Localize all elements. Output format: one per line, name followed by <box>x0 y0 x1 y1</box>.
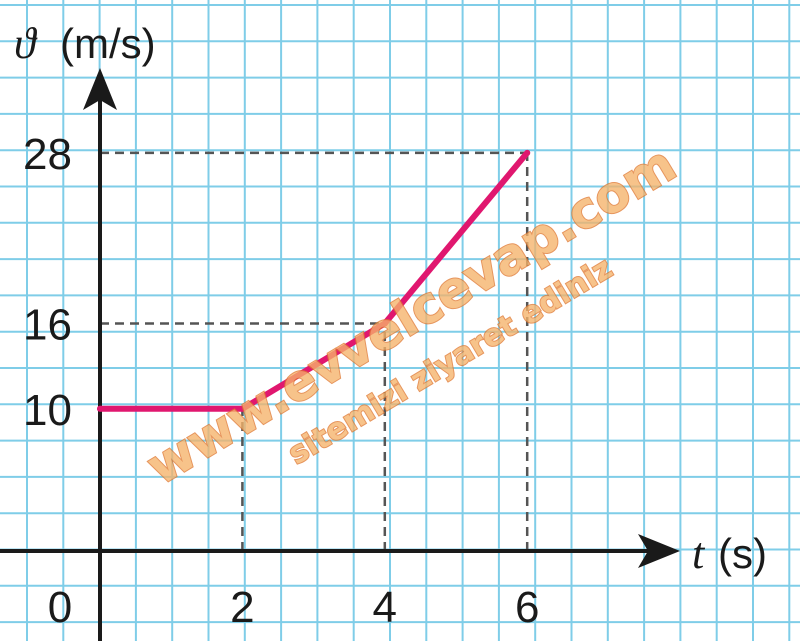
y-tick-label: 28 <box>23 130 72 179</box>
data-point <box>381 320 388 327</box>
dashed-guides <box>100 151 529 551</box>
x-axis-symbol: t <box>692 529 706 578</box>
axes <box>0 68 680 641</box>
data-point <box>97 405 103 412</box>
y-tick-label: 10 <box>23 386 72 435</box>
axis-labels: ϑ (m/s) t (s) <box>14 19 767 578</box>
y-axis-symbol: ϑ <box>14 19 38 68</box>
series-group <box>97 149 531 412</box>
x-tick-label: 4 <box>373 583 397 632</box>
tick-labels: 0 2 4 6 10 16 28 <box>23 130 539 632</box>
x-axis-arrow <box>638 534 680 568</box>
x-tick-label: 2 <box>230 583 254 632</box>
y-axis-arrow <box>83 68 117 110</box>
x-axis-unit: (s) <box>718 530 767 577</box>
y-axis-unit: (m/s) <box>60 20 156 67</box>
y-tick-label: 16 <box>23 300 72 349</box>
watermark-main: www.evvelcevap.com <box>137 135 686 496</box>
data-point <box>239 405 246 412</box>
x-tick-label: 6 <box>515 583 539 632</box>
series-line-0 <box>97 149 531 412</box>
origin-label: 0 <box>48 583 72 632</box>
data-point <box>524 149 531 156</box>
